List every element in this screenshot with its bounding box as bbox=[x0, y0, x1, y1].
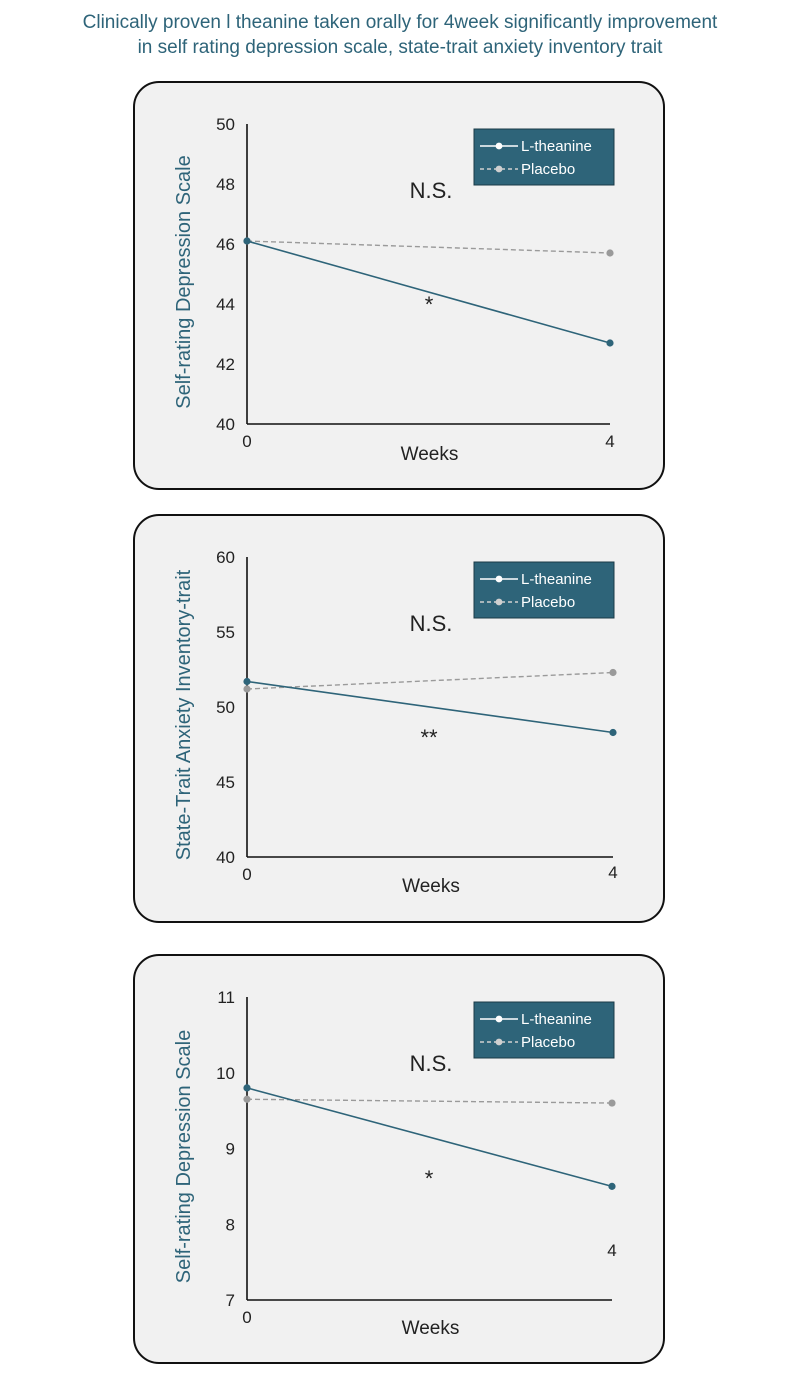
annotation-ns: N.S. bbox=[410, 611, 453, 636]
placebo-point bbox=[609, 668, 617, 677]
y-tick-label: 10 bbox=[216, 1064, 235, 1083]
y-tick-label: 46 bbox=[216, 235, 235, 254]
ltheanine-series-line bbox=[246, 240, 611, 344]
headline-line-2: in self rating depression scale, state-t… bbox=[137, 37, 663, 58]
y-axis-title: Self-rating Depression Scale bbox=[173, 1030, 195, 1283]
legend-placebo-marker bbox=[495, 165, 503, 173]
annotation-significance: ** bbox=[420, 725, 438, 750]
ltheanine-point bbox=[243, 677, 251, 686]
headline: Clinically proven l theanine taken orall… bbox=[0, 10, 800, 60]
placebo-series-line bbox=[246, 1098, 613, 1104]
y-tick-label: 9 bbox=[226, 1140, 235, 1159]
headline-line-1: Clinically proven l theanine taken orall… bbox=[82, 12, 718, 33]
legend-placebo-label: Placebo bbox=[521, 161, 575, 178]
x-tick-label: 4 bbox=[605, 432, 614, 451]
y-tick-label: 60 bbox=[216, 548, 235, 567]
placebo-series-line bbox=[246, 671, 614, 690]
y-tick-label: 55 bbox=[216, 623, 235, 642]
x-axis-title: Weeks bbox=[401, 444, 459, 465]
ltheanine-point bbox=[606, 339, 614, 347]
legend-box bbox=[473, 128, 615, 186]
placebo-point bbox=[243, 1095, 251, 1103]
ltheanine-series-line bbox=[246, 1087, 613, 1188]
legend-placebo-marker bbox=[495, 1038, 503, 1046]
y-tick-label: 42 bbox=[216, 355, 235, 374]
ltheanine-series-line bbox=[246, 680, 614, 734]
y-tick-label: 11 bbox=[217, 988, 235, 1007]
y-tick-label: 8 bbox=[226, 1215, 235, 1234]
chart-3: 7 8 9 10 11 0 4 Weeks Self-rating Depression Sca… bbox=[173, 988, 617, 1339]
legend-ltheanine-label: L-theanine bbox=[521, 571, 592, 588]
y-tick-label: 50 bbox=[216, 698, 235, 717]
ltheanine-point bbox=[243, 237, 251, 245]
annotation-significance: * bbox=[425, 1166, 434, 1191]
ltheanine-point bbox=[243, 1084, 251, 1092]
x-axis-title: Weeks bbox=[402, 876, 460, 897]
legend-ltheanine-marker bbox=[495, 1015, 503, 1023]
legend-placebo-label: Placebo bbox=[521, 1034, 575, 1051]
placebo-series-line bbox=[246, 240, 611, 254]
annotation-ns: N.S. bbox=[410, 178, 453, 203]
y-tick-label: 50 bbox=[216, 115, 235, 134]
x-tick-label: 0 bbox=[242, 1308, 251, 1327]
legend-ltheanine-label: L-theanine bbox=[521, 138, 592, 155]
chart-1: 40 42 44 46 48 50 0 4 Weeks Self-rating Depressio… bbox=[173, 115, 615, 465]
x-tick-label: 4 bbox=[608, 863, 617, 882]
placebo-point bbox=[606, 249, 614, 257]
chart-panel-1: 40 42 44 46 48 50 0 4 Weeks Self-rating Depressio… bbox=[133, 81, 665, 490]
x-tick-label: 0 bbox=[242, 432, 251, 451]
legend-ltheanine-label: L-theanine bbox=[521, 1011, 592, 1028]
legend-box bbox=[473, 561, 615, 619]
chart-panel-3: 7 8 9 10 11 0 4 Weeks Self-rating Depression Sca… bbox=[133, 954, 665, 1364]
annotation-ns: N.S. bbox=[410, 1051, 453, 1076]
x-tick-label: 0 bbox=[242, 865, 251, 884]
y-axis-title: State-Trait Anxiety Inventory-trait bbox=[173, 569, 195, 860]
ltheanine-point bbox=[609, 728, 617, 737]
x-tick-label: 4 bbox=[607, 1241, 616, 1260]
legend-placebo-label: Placebo bbox=[521, 594, 575, 611]
y-tick-label: 40 bbox=[216, 415, 235, 434]
legend-box bbox=[473, 1001, 615, 1059]
y-tick-label: 7 bbox=[226, 1291, 235, 1310]
legend-placebo-marker bbox=[495, 598, 503, 606]
chart-panel-2: 40 45 50 55 60 0 4 Weeks State-Trait Anxiety Inv… bbox=[133, 514, 665, 923]
annotation-significance: * bbox=[425, 292, 434, 317]
placebo-point bbox=[608, 1099, 616, 1107]
y-tick-label: 45 bbox=[216, 773, 235, 792]
chart-2: 40 45 50 55 60 0 4 Weeks State-Trait Anxiety Inv… bbox=[173, 548, 618, 897]
y-tick-label: 40 bbox=[216, 848, 235, 867]
y-tick-label: 44 bbox=[216, 295, 235, 314]
y-tick-label: 48 bbox=[216, 175, 235, 194]
x-axis-title: Weeks bbox=[402, 1318, 460, 1339]
ltheanine-point bbox=[608, 1182, 616, 1190]
y-axis-title: Self-rating Depression Scale bbox=[173, 155, 195, 408]
placebo-point bbox=[243, 685, 251, 693]
legend-ltheanine-marker bbox=[495, 142, 503, 150]
legend-ltheanine-marker bbox=[495, 575, 503, 583]
